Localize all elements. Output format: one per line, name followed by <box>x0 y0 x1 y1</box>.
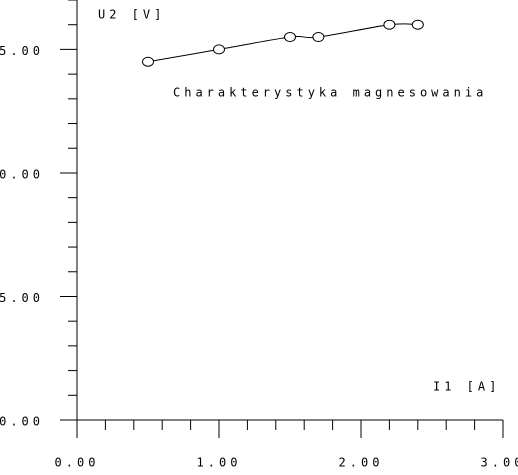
y-tick-label: 10.00 <box>0 167 44 181</box>
y-tick-label: 5.00 <box>0 291 44 305</box>
x-tick-label: 3.00 <box>481 456 518 470</box>
x-tick-label: 2.00 <box>339 456 384 470</box>
x-tick-label: 0.00 <box>55 456 100 470</box>
y-tick-label: 15.00 <box>0 44 44 58</box>
x-tick-label: 1.00 <box>197 456 242 470</box>
x-axis-label: I1 [A] <box>433 380 500 394</box>
point <box>312 32 325 43</box>
point <box>284 32 296 43</box>
chart-title: Charakterystyka magnesowania <box>173 86 487 100</box>
point <box>213 44 225 55</box>
point <box>142 56 154 67</box>
point <box>383 19 396 30</box>
y-tick-label: 0.00 <box>0 415 44 429</box>
y-axis-label: U2 [V] <box>98 8 165 22</box>
curve <box>147 23 418 63</box>
point <box>411 19 424 30</box>
